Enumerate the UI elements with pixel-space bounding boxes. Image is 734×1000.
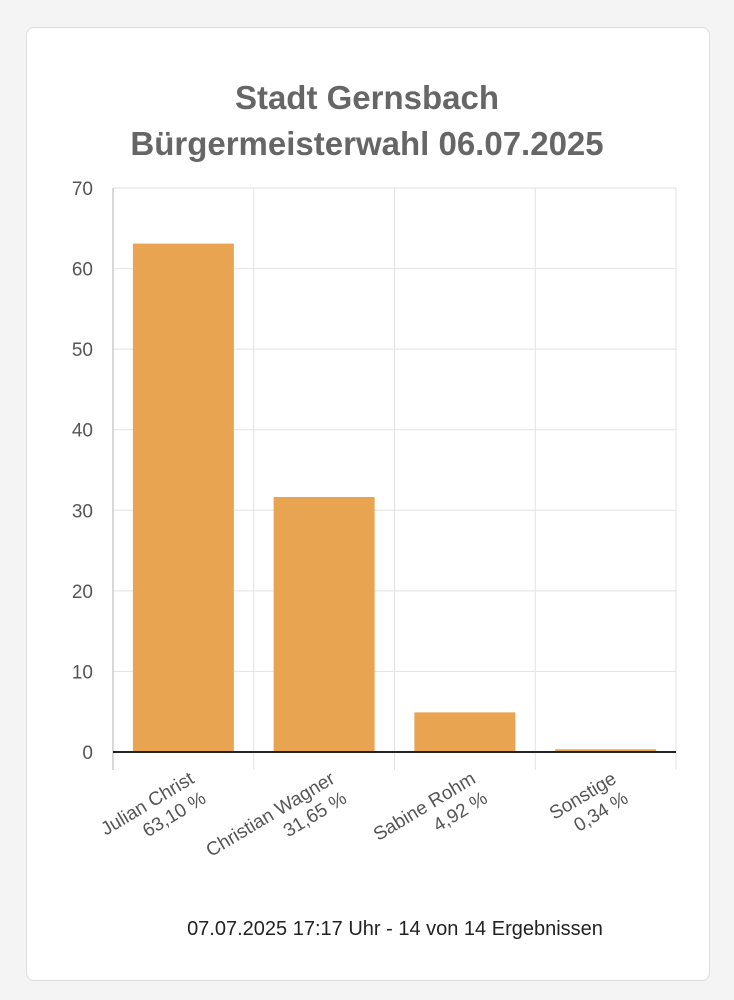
y-tick-label: 70 xyxy=(72,179,93,200)
x-tick-label: Sabine Rohm4,92 % xyxy=(370,768,491,865)
y-tick-label: 50 xyxy=(72,340,93,361)
bar xyxy=(414,712,516,752)
chart-title: Stadt Gernsbach xyxy=(234,79,500,116)
y-tick-label: 20 xyxy=(72,582,93,603)
y-tick-label: 40 xyxy=(72,421,93,442)
x-tick-label: Julian Christ63,10 % xyxy=(98,768,211,860)
bar xyxy=(555,749,657,752)
y-tick-label: 30 xyxy=(72,501,93,522)
x-tick-label: Christian Wagner31,65 % xyxy=(203,768,351,881)
y-tick-label: 10 xyxy=(72,662,93,683)
bar xyxy=(132,243,234,752)
y-tick-label: 0 xyxy=(82,743,93,764)
y-tick-label: 60 xyxy=(72,260,93,281)
bar xyxy=(273,496,375,752)
chart-subtitle: Bürgermeisterwahl 06.07.2025 xyxy=(130,125,604,162)
results-status: 07.07.2025 17:17 Uhr - 14 von 14 Ergebni… xyxy=(187,918,603,940)
x-tick-label: Sonstige0,34 % xyxy=(546,768,632,844)
